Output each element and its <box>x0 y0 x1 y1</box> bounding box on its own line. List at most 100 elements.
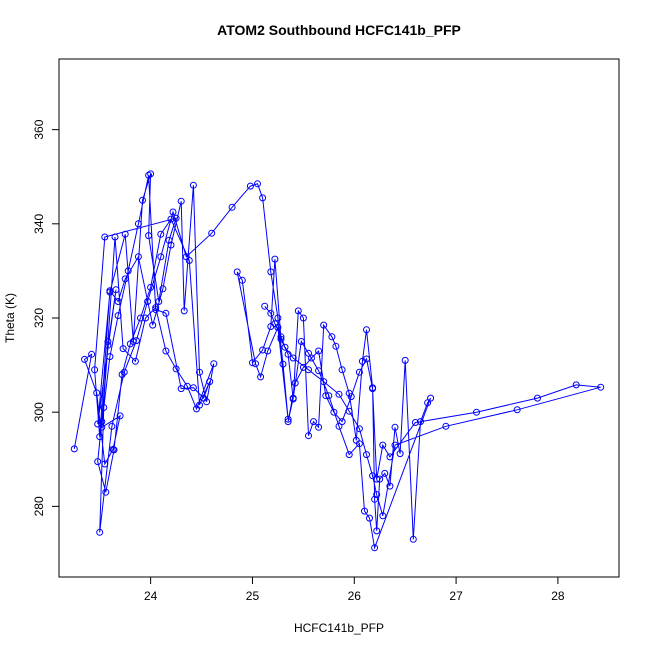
data-point-160 <box>379 512 387 520</box>
data-point-73 <box>132 337 140 345</box>
data-point-32 <box>189 181 197 189</box>
data-point-17 <box>155 298 163 305</box>
data-point-153 <box>473 408 480 416</box>
data-point-50 <box>118 371 126 378</box>
data-point-25 <box>121 275 129 283</box>
data-point-105 <box>320 321 328 329</box>
data-point-79 <box>228 203 236 211</box>
data-point-90 <box>252 360 259 368</box>
data-point-140 <box>308 354 315 362</box>
data-point-129 <box>355 440 363 448</box>
data-point-0 <box>70 445 78 453</box>
data-point-51 <box>126 340 134 348</box>
data-point-147 <box>363 355 370 363</box>
data-point-71 <box>108 422 116 430</box>
data-point-173 <box>267 309 275 317</box>
data-point-88 <box>264 347 272 355</box>
data-point-72 <box>120 368 128 376</box>
data-point-74 <box>144 298 152 305</box>
data-point-133 <box>315 367 323 375</box>
data-point-28 <box>159 285 167 293</box>
x-tick-label-28: 28 <box>551 589 565 603</box>
data-point-85 <box>279 360 287 368</box>
data-point-81 <box>254 180 261 188</box>
data-point-136 <box>289 394 297 402</box>
data-point-33 <box>196 368 203 376</box>
data-point-164 <box>355 425 363 433</box>
data-point-30 <box>177 197 185 205</box>
data-point-107 <box>332 342 340 350</box>
data-point-62 <box>162 309 170 317</box>
data-point-98 <box>284 350 292 358</box>
data-point-18 <box>165 236 173 244</box>
data-point-119 <box>391 423 399 431</box>
data-point-145 <box>347 393 355 401</box>
y-tick-label-320: 320 <box>32 308 46 328</box>
data-point-94 <box>259 346 267 354</box>
y-tick-label-360: 360 <box>32 119 46 139</box>
data-point-100 <box>294 307 302 315</box>
data-point-125 <box>427 394 435 402</box>
data-point-31 <box>180 307 188 315</box>
data-point-12 <box>121 230 129 238</box>
data-point-171 <box>277 333 285 341</box>
data-point-69 <box>100 404 108 411</box>
data-point-64 <box>145 171 153 179</box>
data-point-92 <box>238 276 246 284</box>
data-point-41 <box>142 314 149 322</box>
data-point-65 <box>134 220 142 228</box>
data-point-43 <box>119 345 127 353</box>
data-point-24 <box>114 298 122 305</box>
x-tick-label-25: 25 <box>246 589 260 603</box>
data-point-123 <box>417 418 424 426</box>
data-point-162 <box>369 472 377 480</box>
y-tick-label-280: 280 <box>32 496 46 516</box>
data-point-23 <box>106 287 114 295</box>
data-point-60 <box>189 384 197 392</box>
data-point-8 <box>104 341 112 349</box>
data-point-112 <box>363 326 370 334</box>
data-point-16 <box>145 232 153 240</box>
chart-title: ATOM2 Southbound HCFC141b_PFP <box>217 22 461 38</box>
data-point-91 <box>233 268 241 276</box>
data-point-75 <box>157 253 165 261</box>
data-point-130 <box>345 451 353 459</box>
data-point-150 <box>379 441 387 449</box>
data-point-58 <box>206 378 214 386</box>
data-point-38 <box>172 365 180 373</box>
data-point-45 <box>104 338 112 345</box>
data-point-143 <box>330 408 338 416</box>
data-point-4 <box>101 460 109 468</box>
data-point-170 <box>281 343 289 351</box>
data-point-102 <box>305 432 312 440</box>
data-point-46 <box>98 418 106 426</box>
data-point-53 <box>147 283 155 291</box>
data-point-97 <box>277 335 285 343</box>
data-point-80 <box>246 182 254 190</box>
data-point-6 <box>116 412 124 420</box>
data-point-67 <box>114 312 122 320</box>
data-point-89 <box>257 373 265 381</box>
data-point-14 <box>139 196 146 204</box>
x-tick-label-27: 27 <box>449 589 463 603</box>
data-point-84 <box>274 314 282 322</box>
x-axis-label: HCFC141b_PFP <box>294 621 384 635</box>
data-point-167 <box>320 378 328 386</box>
data-point-142 <box>322 392 330 400</box>
data-point-132 <box>325 392 333 400</box>
data-point-165 <box>345 407 353 415</box>
x-axis: 24 25 26 27 28 <box>144 577 565 603</box>
data-point-21 <box>91 366 99 374</box>
data-point-122 <box>409 535 417 543</box>
data-point-66 <box>124 267 132 275</box>
data-point-166 <box>335 390 343 398</box>
data-point-121 <box>401 356 409 364</box>
data-point-70 <box>96 528 104 536</box>
y-tick-label-340: 340 <box>32 213 46 233</box>
data-point-77 <box>182 253 190 261</box>
data-point-35 <box>210 360 218 368</box>
data-point-144 <box>338 418 346 426</box>
data-point-83 <box>267 268 275 276</box>
x-tick-label-26: 26 <box>348 589 362 603</box>
